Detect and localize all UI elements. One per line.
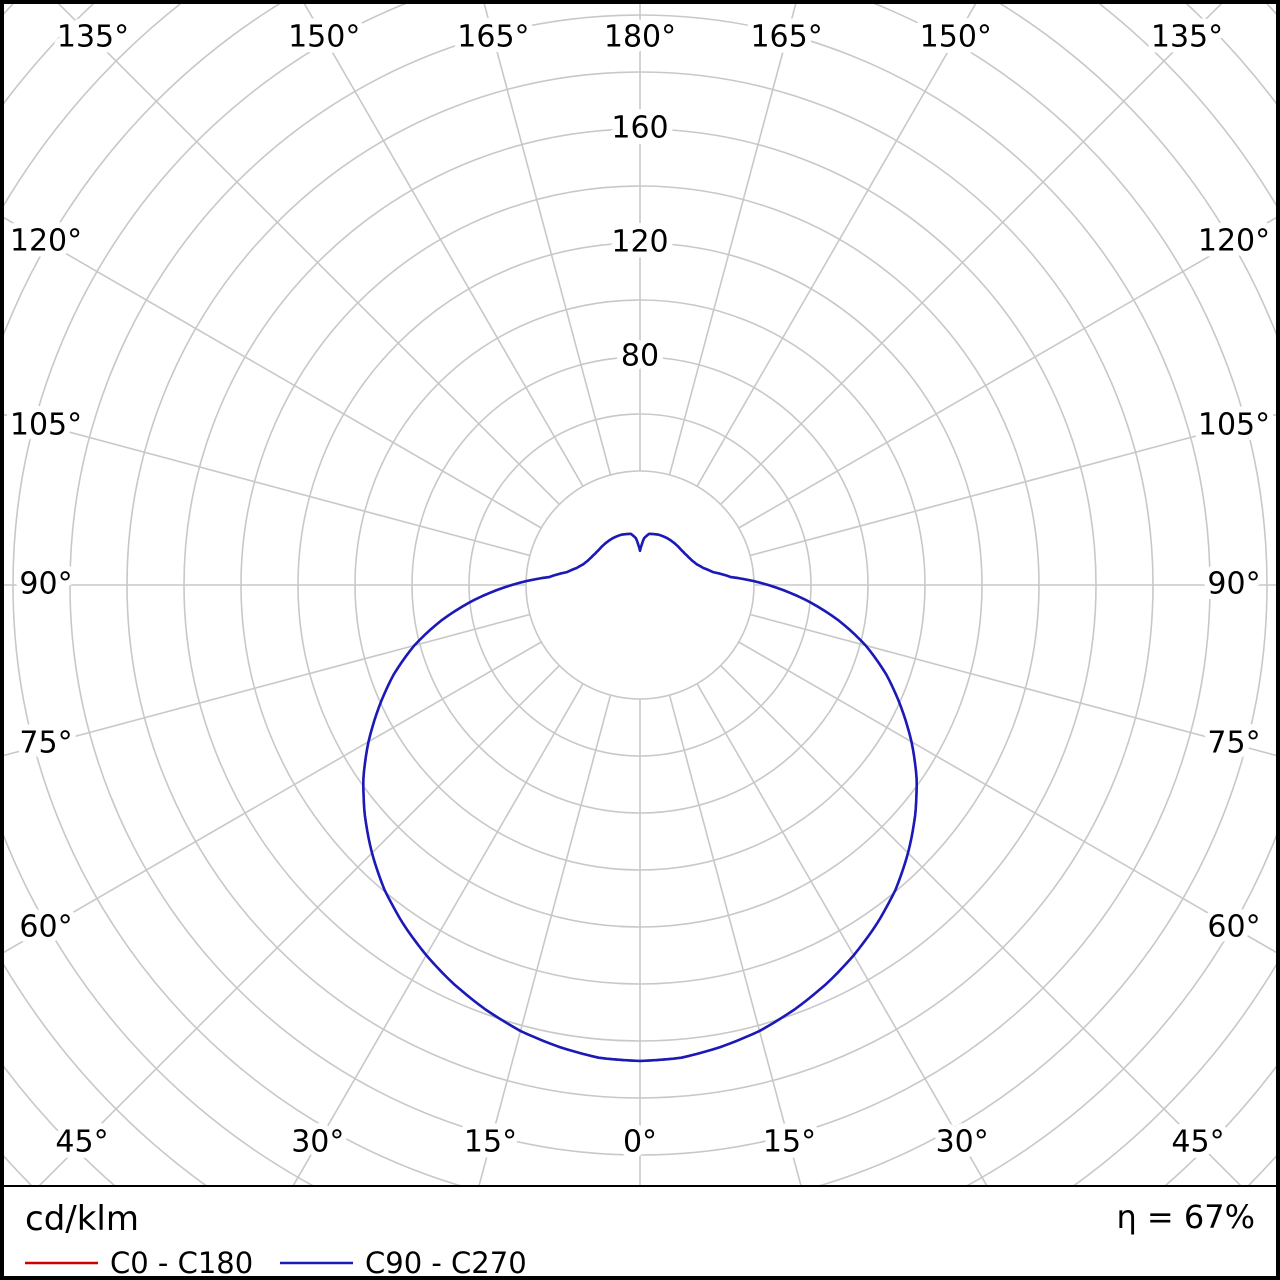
angle-label-15deg-right: 15° bbox=[763, 1125, 816, 1160]
legend-label-c90-c270: C90 - C270 bbox=[365, 1246, 527, 1280]
angle-label-90deg-right: 90° bbox=[1207, 567, 1260, 602]
angle-label-150deg-right: 150° bbox=[920, 20, 992, 55]
angle-label-15deg-left: 15° bbox=[464, 1125, 517, 1160]
angle-label-45deg-left: 45° bbox=[55, 1125, 108, 1160]
legend-label-c0-c180: C0 - C180 bbox=[110, 1246, 253, 1280]
angle-label-0deg: 0° bbox=[623, 1125, 657, 1160]
unit-label: cd/klm bbox=[25, 1199, 139, 1239]
angle-label-90deg-left: 90° bbox=[19, 567, 72, 602]
radial-label-120: 120 bbox=[611, 225, 668, 260]
angle-label-45deg-right: 45° bbox=[1171, 1125, 1224, 1160]
efficiency-label: η = 67% bbox=[1116, 1198, 1255, 1236]
angle-label-30deg-left: 30° bbox=[291, 1125, 344, 1160]
angle-label-105deg-left: 105° bbox=[10, 407, 82, 442]
angle-label-60deg-left: 60° bbox=[19, 909, 72, 944]
angle-label-120deg-left: 120° bbox=[10, 224, 82, 259]
curve-c90-c270 bbox=[362, 532, 918, 1063]
angle-tick-labels: 0° 15° 15° 30° 30° 45° 45° 60° 60° 75° 75° 90° 90° 10… bbox=[4, 14, 1276, 1166]
angle-label-135deg-right: 135° bbox=[1151, 20, 1223, 55]
angle-label-75deg-left: 75° bbox=[19, 726, 72, 761]
angle-label-180deg: 180° bbox=[604, 20, 676, 55]
angle-label-165deg-right: 165° bbox=[750, 20, 822, 55]
angle-label-75deg-right: 75° bbox=[1207, 726, 1260, 761]
angle-label-60deg-right: 60° bbox=[1207, 909, 1260, 944]
legend: C0 - C180 C90 - C270 bbox=[25, 1246, 527, 1280]
radial-tick-labels: 80 120 160 bbox=[605, 105, 674, 380]
intensity-curves bbox=[362, 532, 918, 1063]
angle-label-165deg-left: 165° bbox=[457, 20, 529, 55]
angle-label-150deg-left: 150° bbox=[288, 20, 360, 55]
radial-label-80: 80 bbox=[621, 339, 659, 374]
angle-label-135deg-left: 135° bbox=[57, 20, 129, 55]
angle-label-30deg-right: 30° bbox=[936, 1125, 989, 1160]
angle-label-120deg-right: 120° bbox=[1198, 224, 1270, 259]
radial-label-160: 160 bbox=[611, 111, 668, 146]
angle-label-105deg-right: 105° bbox=[1198, 407, 1270, 442]
